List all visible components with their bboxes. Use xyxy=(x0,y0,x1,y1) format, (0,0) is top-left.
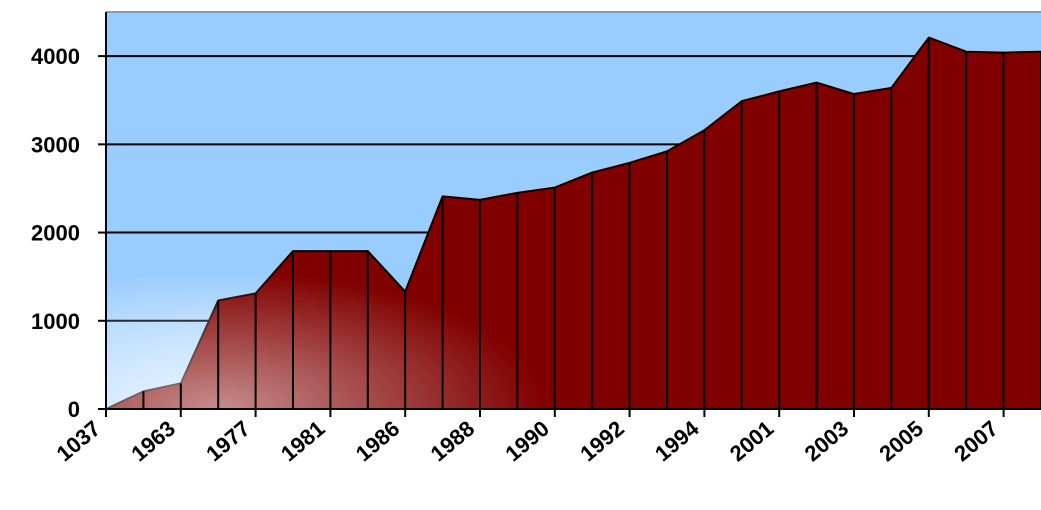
x-tick-label: 1037 xyxy=(52,416,106,467)
x-tick-label: 2003 xyxy=(800,416,854,467)
y-tick-label: 4000 xyxy=(31,44,80,69)
x-tick-label: 1994 xyxy=(650,415,704,466)
x-tick-label: 1963 xyxy=(126,416,180,467)
y-tick-label: 3000 xyxy=(31,132,80,157)
x-tick-label: 1992 xyxy=(575,416,629,467)
x-tick-label: 2001 xyxy=(725,416,779,467)
x-tick-label: 1977 xyxy=(201,416,255,467)
x-tick-label: 1986 xyxy=(351,416,405,467)
x-tick-label: 2005 xyxy=(874,416,928,467)
x-tick-label: 1990 xyxy=(500,416,554,467)
y-tick-label: 1000 xyxy=(31,309,80,334)
y-tick-label: 2000 xyxy=(31,221,80,246)
x-tick-label: 1988 xyxy=(426,416,480,467)
x-tick-label: 2007 xyxy=(949,416,1003,467)
x-tick-label: 1981 xyxy=(276,416,330,467)
y-tick-label: 0 xyxy=(68,397,80,422)
